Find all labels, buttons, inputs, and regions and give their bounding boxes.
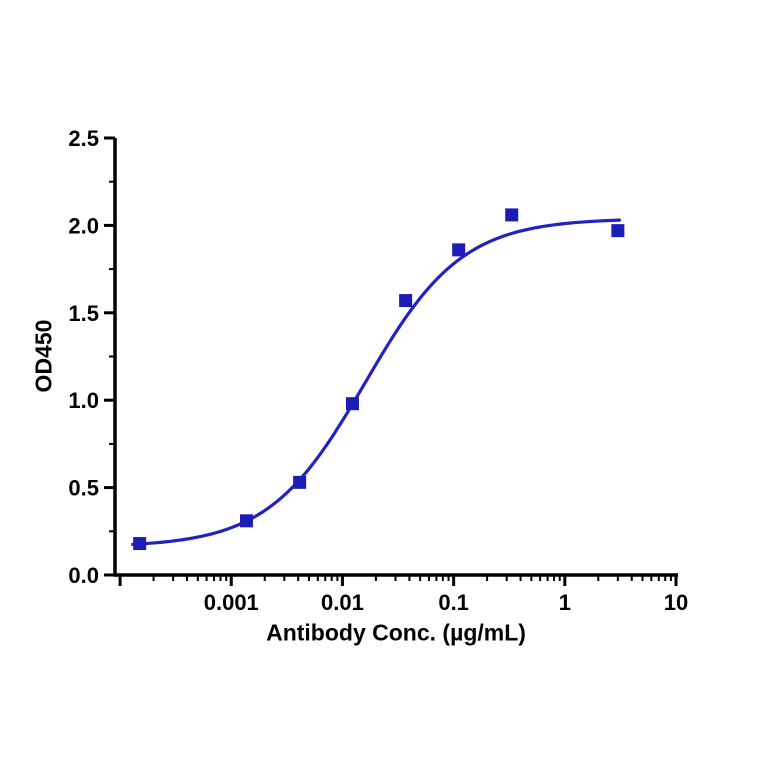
y-axis-title: OD450 bbox=[30, 319, 57, 393]
x-tick-label: 0.1 bbox=[438, 590, 469, 615]
x-tick-label: 1 bbox=[559, 590, 571, 615]
x-axis-title: Antibody Conc. (µg/mL) bbox=[266, 619, 526, 646]
data-point bbox=[399, 294, 413, 308]
x-tick-label: 0.001 bbox=[204, 590, 259, 615]
data-point bbox=[293, 475, 307, 489]
data-point bbox=[505, 208, 519, 222]
y-tick-label: 1.5 bbox=[68, 301, 99, 326]
x-tick-label: 0.01 bbox=[321, 590, 364, 615]
data-point bbox=[345, 397, 359, 411]
y-tick-label: 0.5 bbox=[68, 476, 99, 501]
fit-curve bbox=[131, 218, 622, 546]
x-tick-label: 10 bbox=[664, 590, 688, 615]
y-tick-label: 0.0 bbox=[68, 563, 99, 588]
data-point bbox=[452, 243, 466, 257]
data-point bbox=[611, 224, 625, 238]
data-point bbox=[239, 514, 253, 528]
y-tick-label: 2.0 bbox=[68, 213, 99, 238]
y-tick-label: 2.5 bbox=[68, 126, 99, 151]
data-point bbox=[133, 537, 147, 551]
y-tick-label: 1.0 bbox=[68, 388, 99, 413]
